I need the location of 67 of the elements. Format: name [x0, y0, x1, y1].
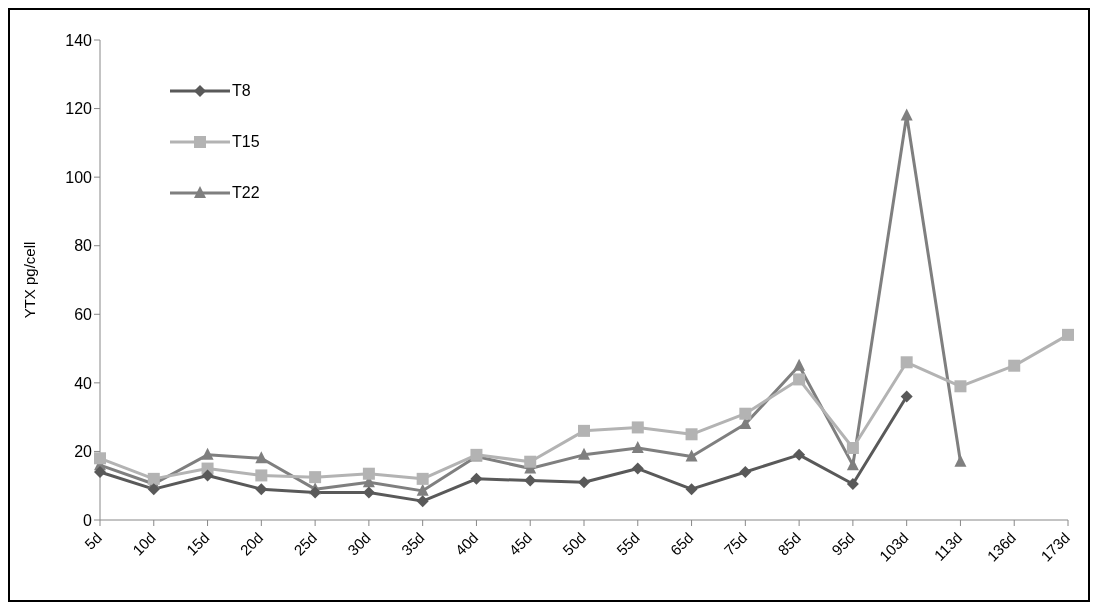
x-tick-label: 75d [720, 528, 751, 559]
point [470, 472, 483, 485]
legend-label: T15 [232, 132, 260, 151]
y-tick-label: 140 [65, 31, 93, 49]
point [524, 455, 537, 468]
point [201, 447, 214, 460]
x-tick-label: 15d [182, 528, 213, 559]
x-tick-label: 5d [81, 528, 105, 553]
point [1062, 328, 1074, 341]
y-tick-label: 20 [74, 443, 93, 461]
x-tick-label: 65d [666, 528, 697, 559]
point [739, 407, 752, 420]
point [309, 471, 322, 484]
point [631, 462, 644, 475]
point [362, 467, 375, 480]
x-tick-label: 35d [397, 528, 428, 559]
point [900, 390, 913, 403]
point [846, 458, 859, 471]
x-tick-label: 40d [451, 528, 482, 559]
x-tick-label: 30d [344, 528, 374, 559]
y-axis-title: YTX pg/cell [21, 241, 39, 319]
point [846, 442, 859, 454]
point [793, 448, 806, 461]
point [201, 469, 214, 482]
point [739, 466, 752, 478]
point [900, 356, 913, 369]
x-tick-label: 25d [290, 528, 321, 559]
point [94, 466, 106, 478]
point [255, 469, 268, 482]
x-tick-label: 45d [505, 528, 536, 559]
point [631, 421, 644, 434]
point [416, 472, 429, 485]
point [954, 380, 967, 393]
point [578, 476, 590, 489]
point [1008, 359, 1021, 372]
y-tick-label: 60 [74, 305, 93, 323]
point [685, 428, 698, 441]
point [524, 474, 537, 487]
x-tick-label: 10d [128, 528, 159, 559]
point [793, 373, 806, 386]
point [578, 424, 590, 437]
x-tick-label: 20d [236, 528, 267, 559]
point [147, 472, 160, 485]
point [147, 483, 160, 496]
legend-label: T22 [232, 183, 260, 202]
point [255, 451, 268, 464]
y-tick-label: 80 [74, 237, 93, 255]
point [416, 495, 429, 508]
x-tick-label: 95d [828, 528, 858, 559]
point [793, 358, 806, 371]
point [578, 447, 590, 460]
point [846, 478, 859, 490]
point [309, 486, 322, 499]
x-tick-label: 85d [774, 528, 805, 559]
legend-label: T8 [232, 81, 251, 100]
x-tick-label: 50d [559, 528, 589, 559]
point [416, 483, 429, 496]
point [900, 108, 913, 121]
x-tick-label: 55d [612, 528, 643, 559]
point [685, 449, 698, 462]
y-tick-label: 0 [83, 511, 93, 529]
y-tick-label: 40 [74, 374, 93, 392]
y-tick-label: 100 [65, 168, 93, 186]
point [631, 441, 644, 453]
point [685, 483, 698, 496]
y-tick-label: 120 [65, 100, 93, 118]
point [94, 452, 106, 465]
